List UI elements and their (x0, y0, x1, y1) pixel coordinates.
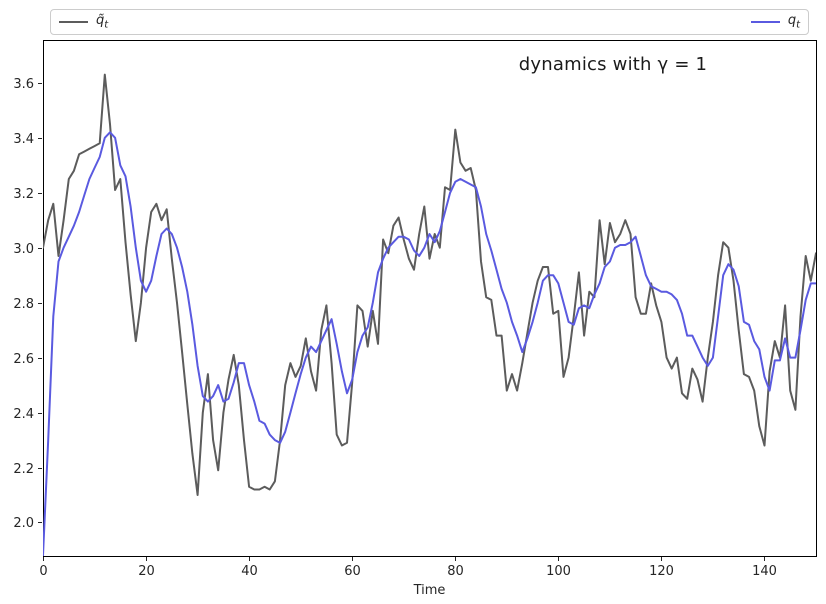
x-tick-label: 20 (138, 564, 155, 579)
y-tick-label: 3.0 (13, 242, 34, 257)
legend-entry-qtilde: q̃t (59, 14, 108, 31)
series-line-q (43, 131, 816, 556)
x-tick-label: 100 (546, 564, 571, 579)
series-line-qtilde (43, 73, 816, 496)
x-tick-label: 60 (344, 564, 361, 579)
x-tick-label: 0 (39, 564, 47, 579)
y-tick-label: 2.4 (13, 407, 34, 422)
x-tick-label: 40 (241, 564, 258, 579)
x-tick-label: 120 (649, 564, 674, 579)
x-tick-label: 80 (447, 564, 464, 579)
legend-line-sample-qtilde-icon (59, 21, 88, 23)
axes-spines (43, 40, 817, 557)
y-tick-label: 3.6 (13, 77, 34, 92)
legend-line-sample-q-icon (750, 21, 780, 23)
legend-label-qtilde: q̃t (96, 12, 109, 31)
legend-entry-q: qt (750, 12, 800, 31)
plot-title: dynamics with γ = 1 (518, 54, 708, 75)
y-tick-label: 2.0 (13, 516, 34, 531)
legend-label-q: qt (787, 12, 800, 31)
x-axis-label: Time (413, 583, 446, 598)
y-tick-label: 2.2 (13, 462, 34, 477)
y-tick-label: 2.6 (13, 352, 34, 367)
y-tick-label: 2.8 (13, 297, 34, 312)
y-tick-label: 3.2 (13, 187, 34, 202)
legend-box: q̃t qt (50, 9, 809, 35)
x-tick-label: 140 (752, 564, 777, 579)
y-tick-label: 3.4 (13, 132, 34, 147)
